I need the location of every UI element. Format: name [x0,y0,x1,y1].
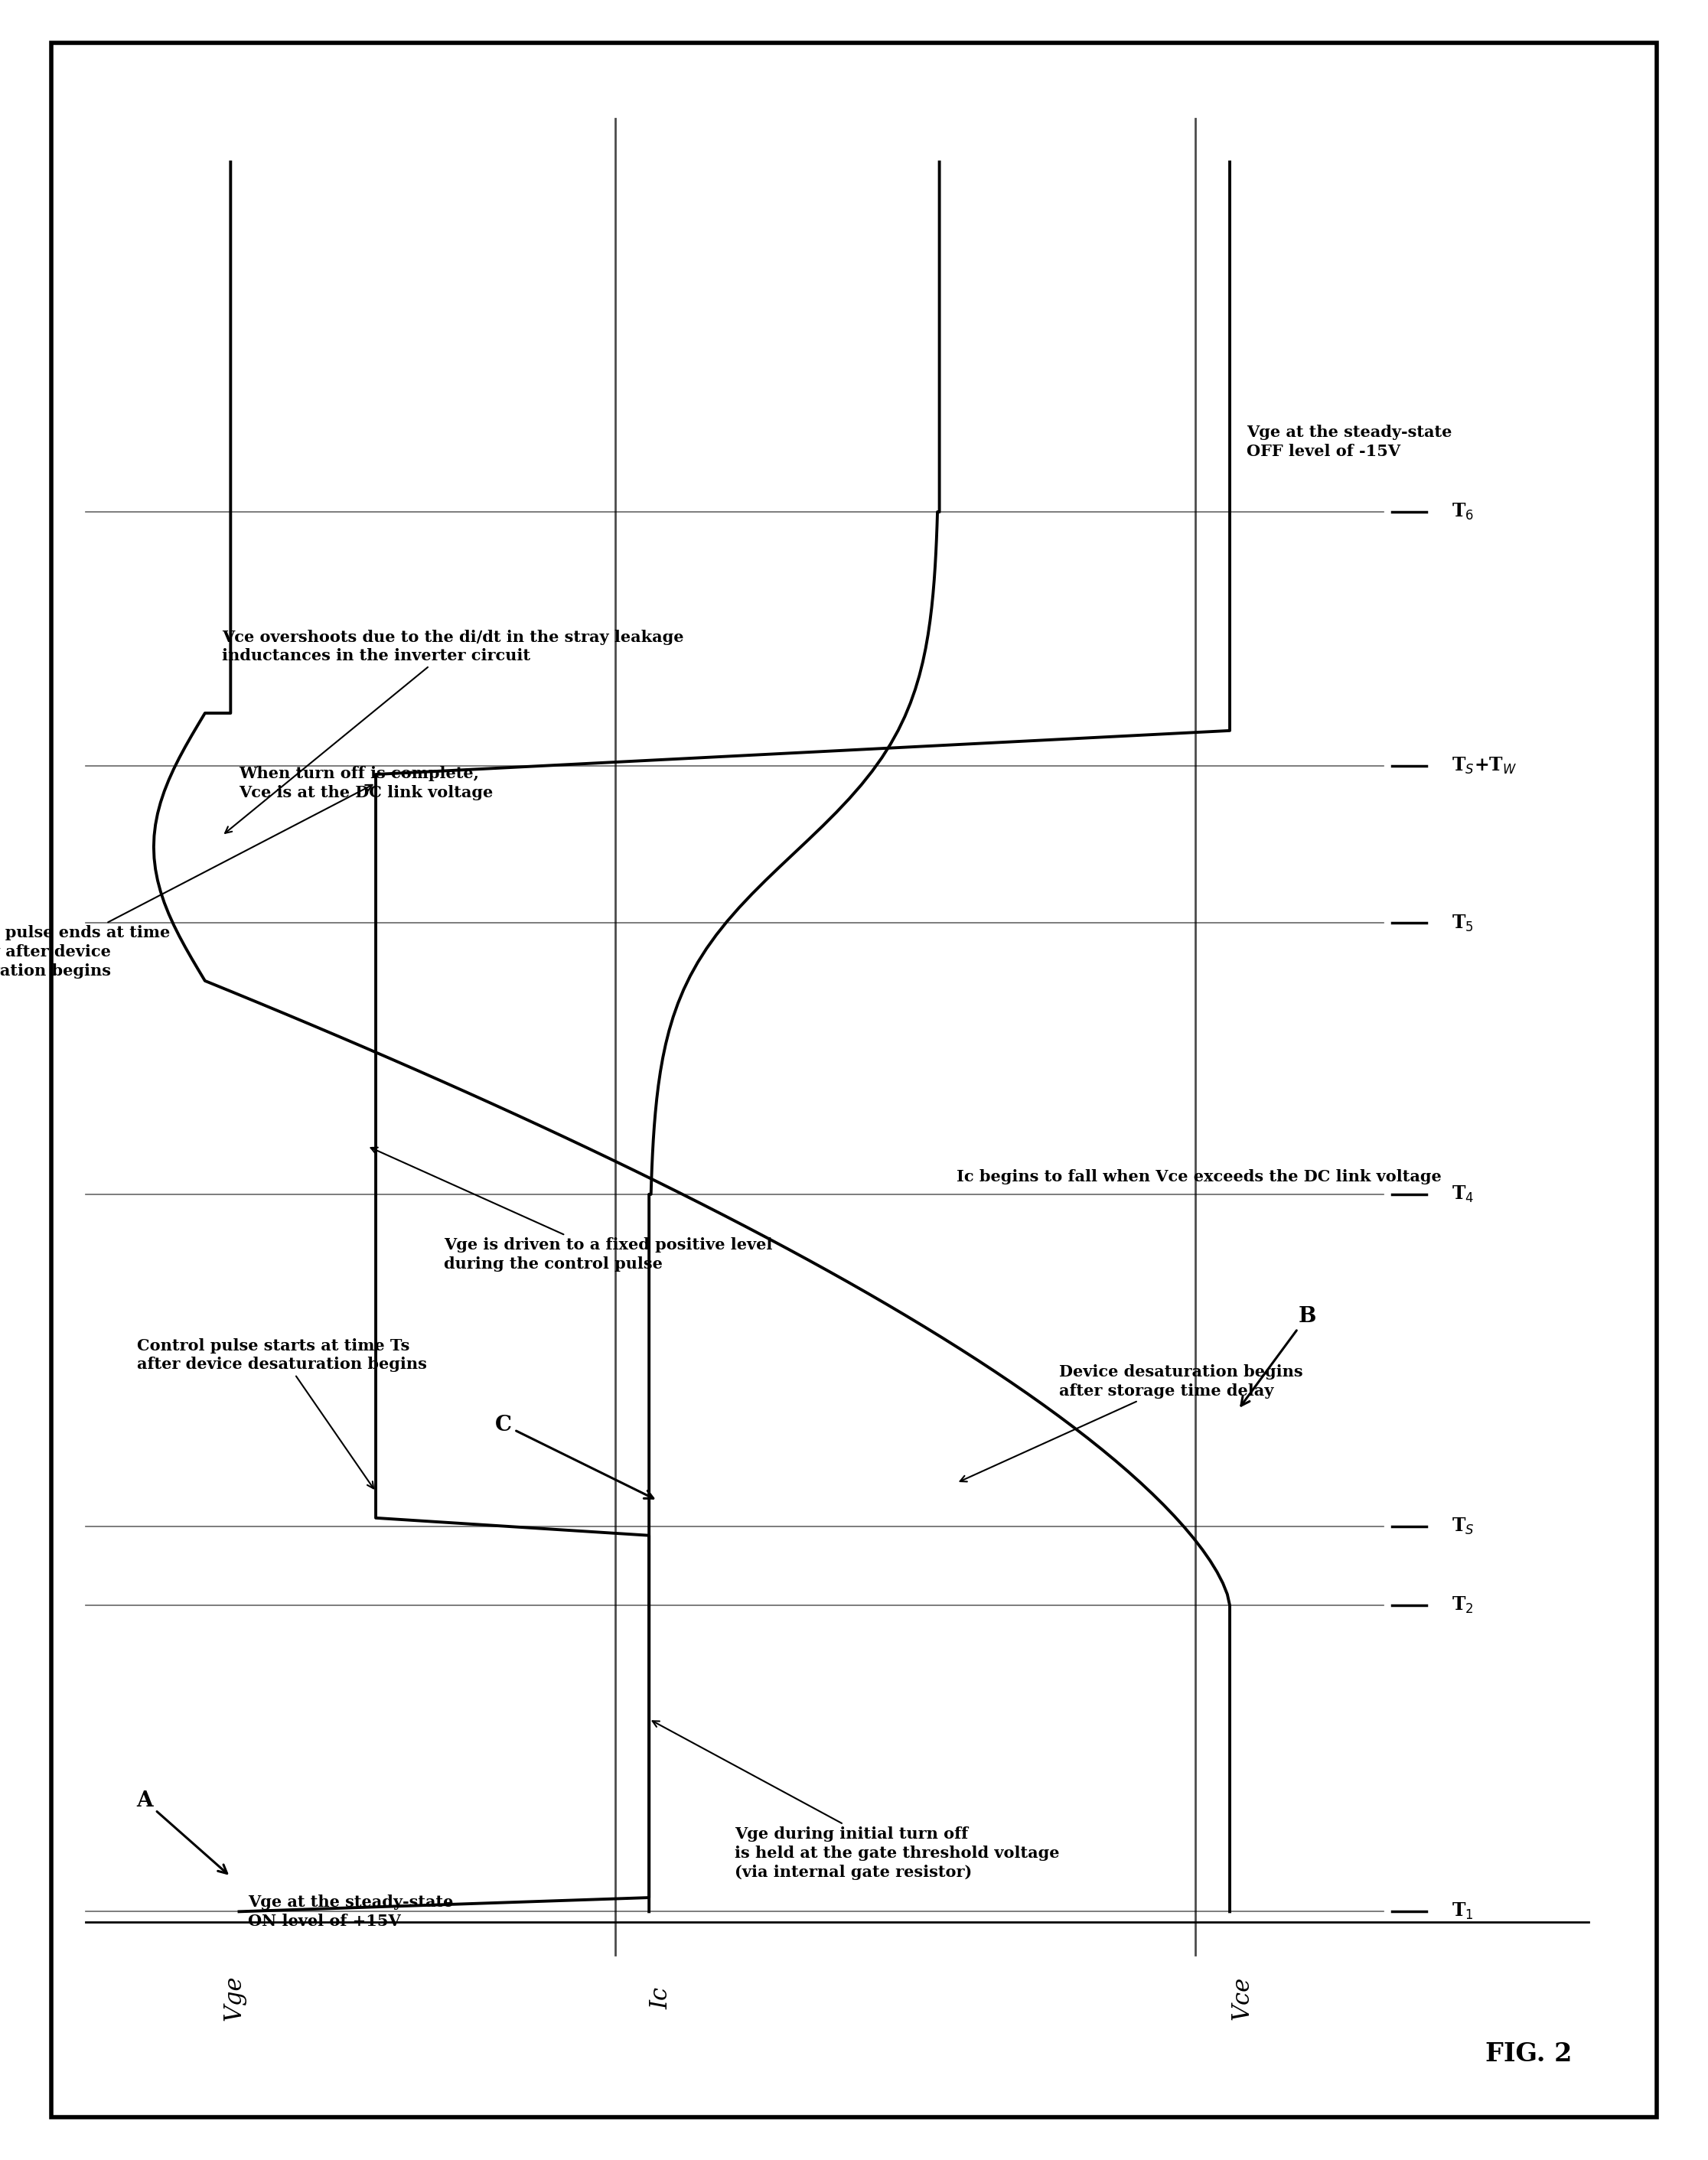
Text: T$_2$: T$_2$ [1452,1596,1474,1616]
Text: FIG. 2: FIG. 2 [1486,2041,1571,2067]
Text: Vge at the steady-state
ON level of +15V: Vge at the steady-state ON level of +15V [248,1894,453,1929]
Text: B: B [1242,1307,1315,1406]
Text: T$_S$: T$_S$ [1452,1516,1474,1536]
Text: T$_S$+T$_W$: T$_S$+T$_W$ [1452,756,1517,775]
Text: C: C [495,1415,654,1499]
Text: Vce: Vce [1230,1976,1254,2020]
Text: Vge at the steady-state
OFF level of -15V: Vge at the steady-state OFF level of -15… [1247,426,1452,460]
Text: Vge during initial turn off
is held at the gate threshold voltage
(via internal : Vge during initial turn off is held at t… [652,1722,1059,1879]
Text: Vge: Vge [222,1974,246,2022]
Text: A: A [137,1791,227,1873]
Text: Control pulse ends at time
Ts + Tw after device
desaturation begins: Control pulse ends at time Ts + Tw after… [0,784,372,978]
Text: T$_6$: T$_6$ [1452,501,1474,523]
Text: Vce overshoots due to the di/dt in the stray leakage
inductances in the inverter: Vce overshoots due to the di/dt in the s… [222,629,683,834]
Text: Ic: Ic [649,1987,673,2009]
Text: T$_4$: T$_4$ [1452,1184,1474,1205]
Text: When turn off is complete,
Vce is at the DC link voltage: When turn off is complete, Vce is at the… [239,767,494,799]
Text: Ic begins to fall when Vce exceeds the DC link voltage: Ic begins to fall when Vce exceeds the D… [956,1169,1442,1184]
Text: Vge is driven to a fixed positive level
during the control pulse: Vge is driven to a fixed positive level … [371,1147,772,1272]
Text: T$_1$: T$_1$ [1452,1901,1474,1922]
Text: Device desaturation begins
after storage time delay: Device desaturation begins after storage… [960,1365,1303,1482]
Text: T$_5$: T$_5$ [1452,914,1474,933]
Text: Control pulse starts at time Ts
after device desaturation begins: Control pulse starts at time Ts after de… [137,1337,427,1488]
